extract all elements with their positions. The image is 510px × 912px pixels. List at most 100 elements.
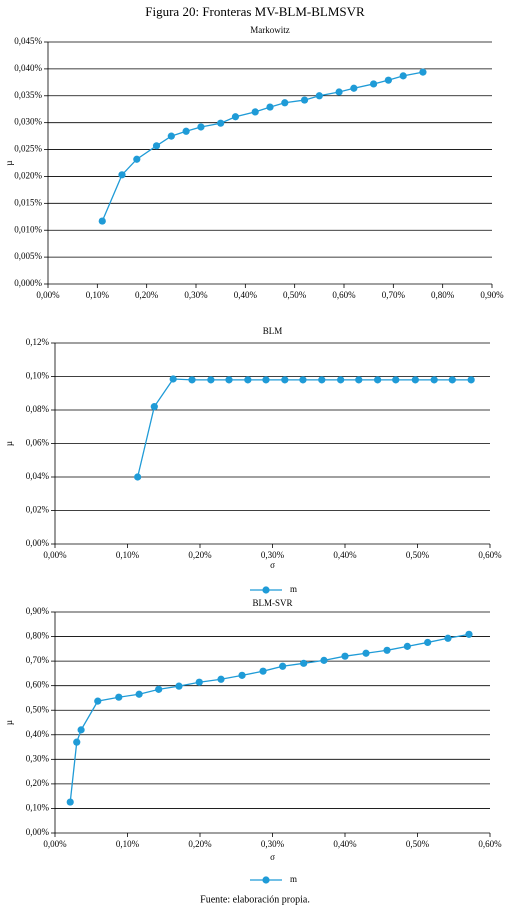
marker — [384, 76, 392, 84]
marker — [424, 638, 432, 647]
marker — [320, 656, 328, 664]
y-tick-label: 0,015% — [14, 197, 42, 207]
y-tick-label: 0,10% — [26, 371, 50, 381]
x-tick-label: 0,50% — [283, 290, 307, 300]
marker — [115, 693, 123, 701]
marker — [403, 642, 411, 650]
marker — [188, 376, 196, 384]
marker — [66, 798, 74, 806]
marker — [370, 80, 378, 88]
marker — [207, 376, 215, 384]
marker — [152, 142, 161, 150]
marker — [175, 682, 183, 690]
y-tick-label: 0,10% — [26, 803, 50, 813]
x-tick-label: 0,90% — [480, 290, 504, 300]
y-tick-label: 0,40% — [26, 729, 50, 739]
x-tick-label: 0,40% — [333, 839, 357, 849]
marker — [155, 685, 163, 693]
marker — [281, 99, 289, 107]
x-tick-label: 0,80% — [431, 290, 455, 300]
marker — [300, 96, 309, 104]
x-tick-label: 0,50% — [406, 550, 430, 560]
x-tick-label: 0,30% — [261, 550, 285, 560]
marker — [299, 376, 307, 384]
x-tick-label: 0,10% — [116, 839, 140, 849]
chart-title: BLM — [263, 326, 283, 336]
marker — [217, 675, 225, 683]
marker — [300, 659, 308, 667]
x-tick-label: 0,70% — [382, 290, 406, 300]
y-tick-label: 0,50% — [26, 704, 50, 714]
y-tick-label: 0,20% — [26, 778, 50, 788]
x-tick-label: 0,20% — [188, 839, 212, 849]
y-tick-label: 0,80% — [26, 631, 50, 641]
chart-title: BLM-SVR — [252, 598, 292, 608]
marker — [133, 155, 141, 163]
marker — [262, 376, 270, 384]
x-tick-label: 0,00% — [36, 290, 60, 300]
marker — [167, 132, 175, 140]
y-axis-label: µ — [4, 160, 14, 165]
marker — [350, 84, 358, 92]
y-tick-label: 0,030% — [14, 117, 42, 127]
marker — [355, 376, 363, 384]
marker — [169, 375, 177, 383]
marker — [259, 667, 267, 675]
legend-marker — [262, 876, 270, 884]
marker — [195, 678, 203, 686]
marker — [266, 103, 274, 111]
y-axis-label: µ — [4, 720, 14, 725]
y-axis-label: µ — [4, 441, 14, 446]
source: Fuente: elaboración propia. — [200, 894, 310, 905]
marker — [430, 376, 438, 384]
y-tick-label: 0,60% — [26, 680, 50, 690]
y-tick-label: 0,06% — [26, 438, 50, 448]
marker — [238, 671, 246, 679]
x-tick-label: 0,00% — [43, 550, 67, 560]
y-tick-label: 0,020% — [14, 171, 42, 181]
marker — [411, 376, 419, 384]
x-tick-label: 0,00% — [43, 839, 67, 849]
y-tick-label: 0,005% — [14, 251, 42, 261]
y-tick-label: 0,04% — [26, 471, 50, 481]
marker — [150, 403, 158, 411]
legend-label: m — [290, 584, 297, 594]
line — [101, 71, 424, 222]
y-tick-label: 0,025% — [14, 144, 42, 154]
y-tick-label: 0,010% — [14, 224, 42, 234]
y-tick-label: 0,000% — [14, 278, 42, 288]
x-tick-label: 0,60% — [478, 839, 502, 849]
y-tick-label: 0,035% — [14, 90, 42, 100]
line — [137, 378, 472, 478]
marker — [392, 376, 400, 384]
x-tick-label: 0,30% — [184, 290, 208, 300]
y-tick-label: 0,90% — [26, 606, 50, 616]
marker — [374, 376, 382, 384]
x-tick-label: 0,20% — [135, 290, 159, 300]
x-axis-label: σ — [270, 852, 275, 862]
marker — [73, 738, 81, 746]
y-tick-label: 0,00% — [26, 538, 50, 548]
marker — [399, 72, 407, 80]
marker — [182, 127, 190, 135]
marker — [279, 662, 287, 670]
x-tick-label: 0,20% — [188, 550, 212, 560]
marker — [281, 376, 289, 384]
marker — [362, 649, 370, 657]
marker — [225, 376, 233, 384]
marker — [337, 376, 345, 384]
marker — [444, 634, 452, 642]
y-tick-label: 0,30% — [26, 753, 50, 763]
x-tick-label: 0,10% — [86, 290, 110, 300]
x-tick-label: 0,30% — [261, 839, 285, 849]
marker — [135, 690, 143, 698]
marker — [251, 108, 259, 116]
marker — [244, 376, 252, 384]
x-tick-label: 0,50% — [406, 839, 430, 849]
marker — [77, 726, 85, 734]
x-tick-label: 0,40% — [333, 550, 357, 560]
marker — [448, 376, 456, 384]
marker — [419, 68, 427, 76]
x-tick-label: 0,40% — [234, 290, 258, 300]
